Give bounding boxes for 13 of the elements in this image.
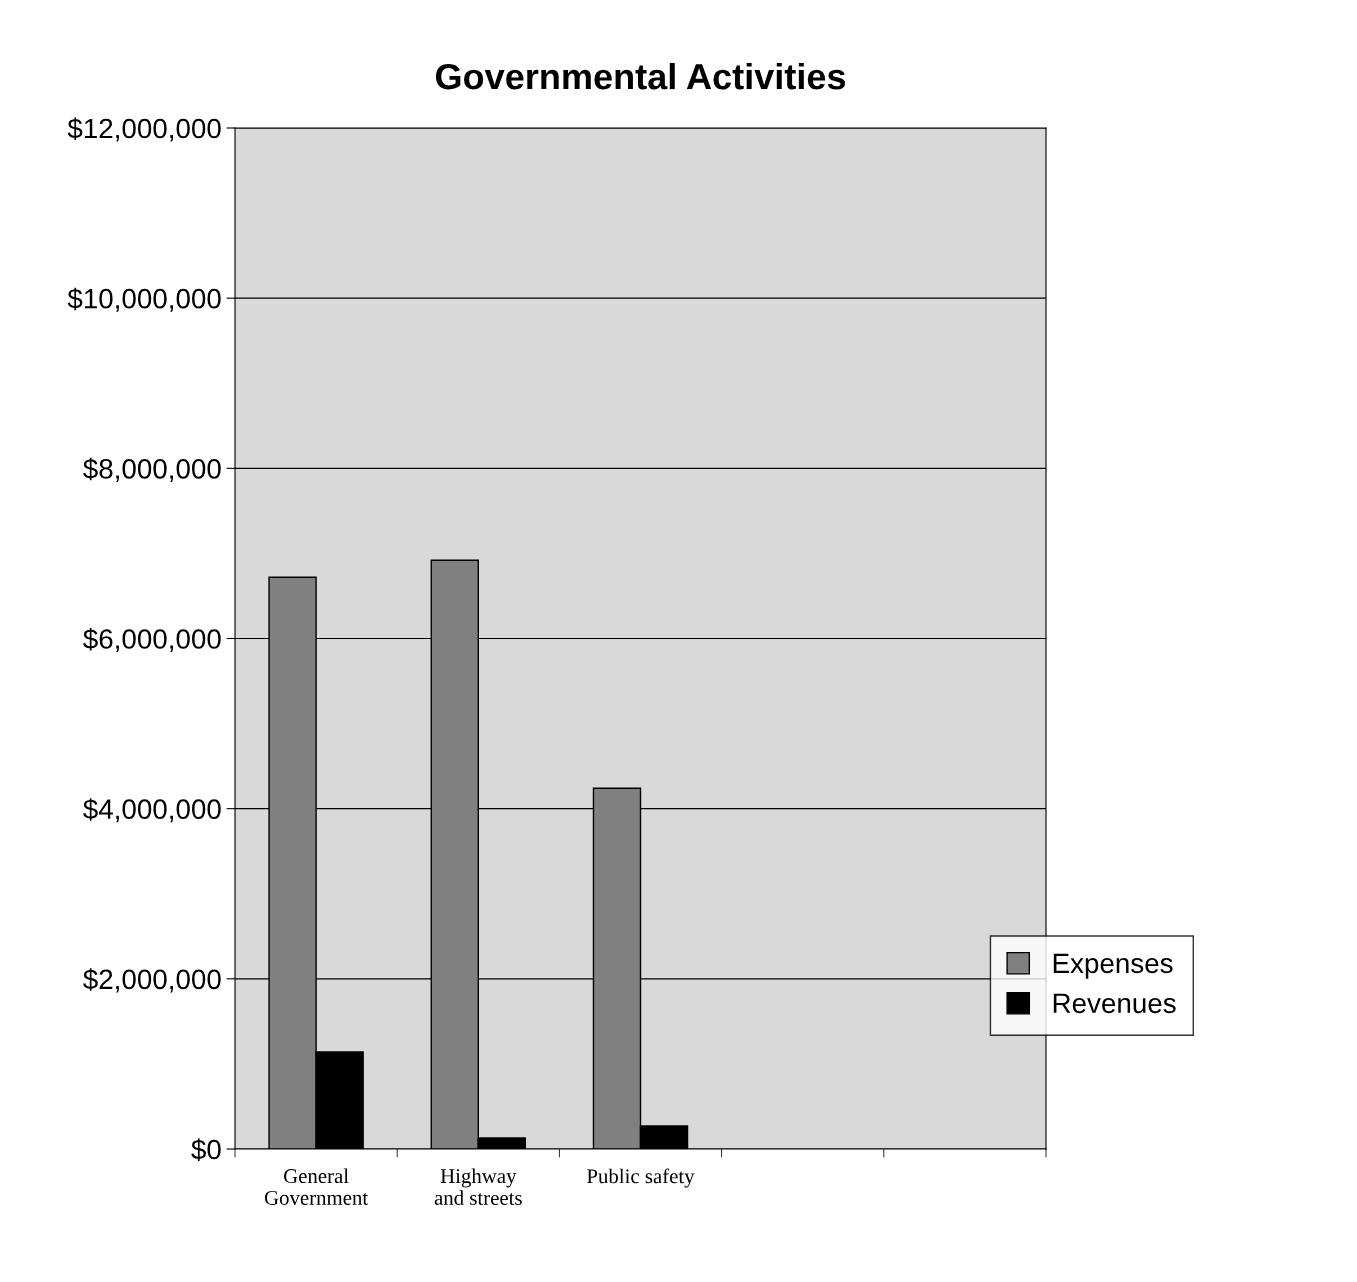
chart-title: Governmental Activities	[435, 62, 846, 90]
legend-label: Revenues	[1053, 993, 1176, 1014]
y-tick-label: $8,000,000	[83, 457, 221, 482]
y-tick-label: $6,000,000	[83, 628, 221, 653]
x-tick-label: Public safety	[587, 1168, 695, 1188]
x-tick-label: Highway and streets	[434, 1168, 522, 1205]
x-tick-label: General Government	[264, 1168, 369, 1205]
y-tick-label: $0	[191, 1138, 221, 1161]
y-tick-label: $10,000,000	[67, 287, 221, 312]
y-tick-label: $12,000,000	[67, 117, 221, 142]
y-tick-label: $2,000,000	[83, 968, 221, 993]
legend-label: Expenses	[1053, 953, 1173, 979]
y-tick-label: $4,000,000	[83, 798, 221, 823]
